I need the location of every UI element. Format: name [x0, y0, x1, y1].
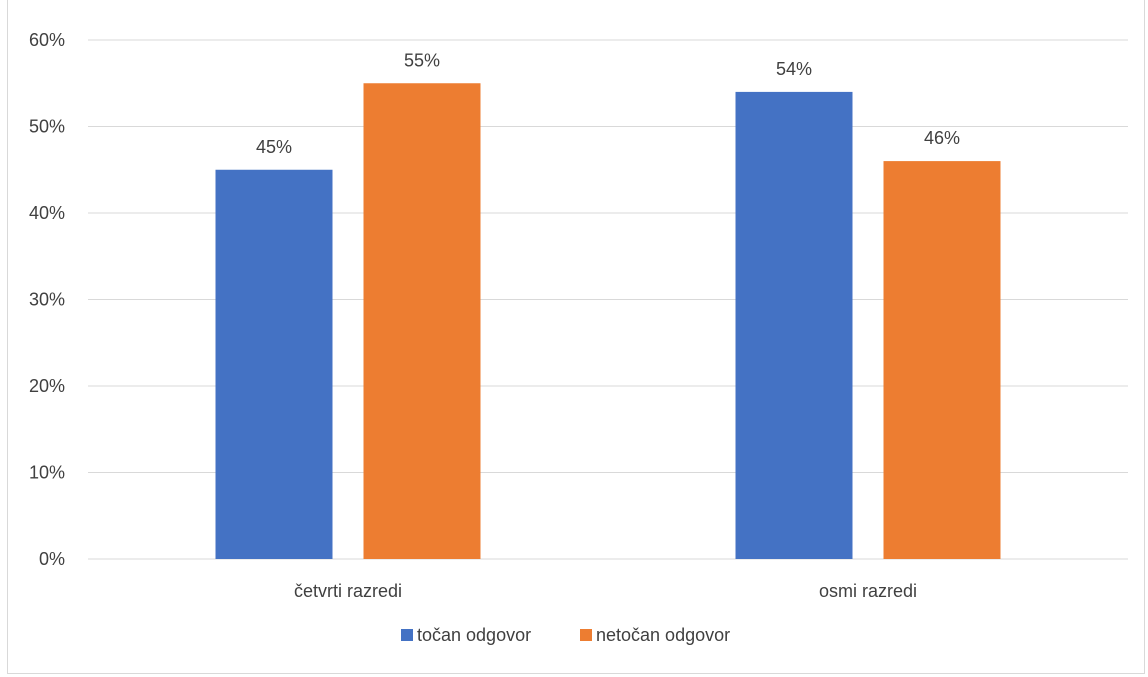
- y-tick-label: 10%: [29, 463, 65, 483]
- data-label: 55%: [404, 50, 440, 70]
- x-category-label: osmi razredi: [819, 581, 917, 601]
- y-axis-tick-labels: 0% 10% 20% 30% 40% 50% 60%: [29, 30, 65, 569]
- bar-correct-2: [735, 91, 853, 560]
- y-tick-label: 30%: [29, 290, 65, 310]
- legend-label: netočan odgovor: [596, 625, 730, 645]
- bars: [215, 83, 1001, 560]
- data-label: 54%: [776, 59, 812, 79]
- data-label: 46%: [924, 128, 960, 148]
- bar-correct-1: [215, 169, 333, 559]
- x-axis-category-labels: četvrti razredi osmi razredi: [294, 581, 917, 601]
- data-labels: 45% 55% 54% 46%: [256, 50, 960, 157]
- y-tick-label: 50%: [29, 117, 65, 137]
- legend-label: točan odgovor: [417, 625, 531, 645]
- bar-incorrect-1: [363, 83, 481, 559]
- y-tick-label: 0%: [39, 549, 65, 569]
- data-label: 45%: [256, 137, 292, 157]
- legend-swatch: [580, 629, 592, 641]
- x-category-label: četvrti razredi: [294, 581, 402, 601]
- y-tick-label: 40%: [29, 203, 65, 223]
- legend: točan odgovor netočan odgovor: [401, 625, 730, 645]
- y-tick-label: 60%: [29, 30, 65, 50]
- y-tick-label: 20%: [29, 376, 65, 396]
- bar-incorrect-2: [883, 161, 1001, 559]
- legend-swatch: [401, 629, 413, 641]
